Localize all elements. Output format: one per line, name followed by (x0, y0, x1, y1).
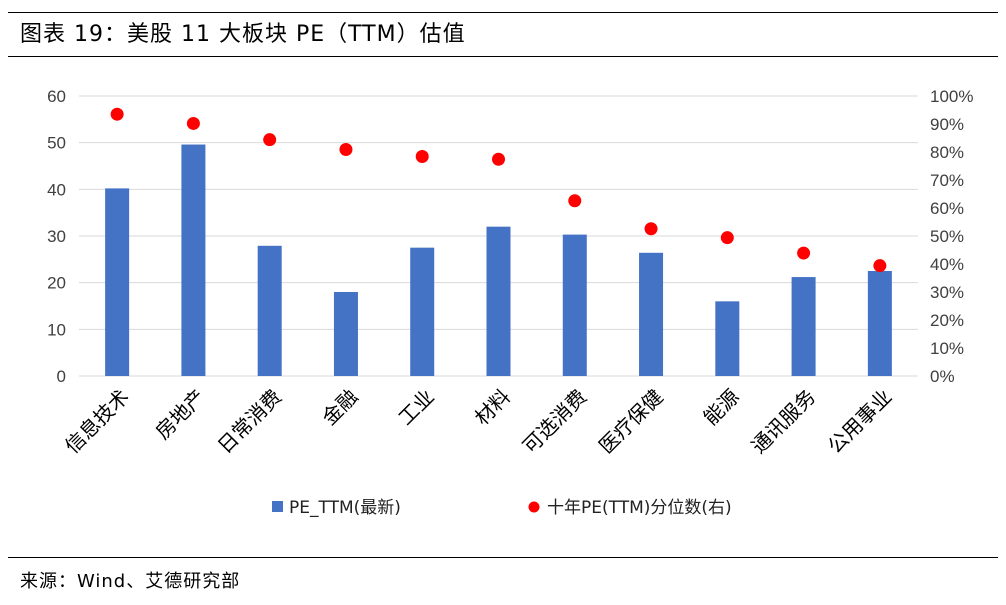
left-tick-label: 60 (47, 87, 66, 106)
bar (791, 277, 816, 376)
category-label: 公用事业 (823, 385, 897, 459)
bar (639, 252, 664, 376)
left-tick-label: 50 (47, 134, 66, 153)
bar (105, 188, 130, 376)
percentile-dot (720, 231, 734, 245)
bar (181, 144, 206, 376)
right-tick-label: 70% (930, 171, 964, 190)
category-label: 医疗保健 (594, 385, 668, 459)
legend-bar-swatch (272, 501, 283, 512)
title-rule (8, 56, 998, 57)
source-rule (8, 557, 998, 558)
bar (410, 247, 435, 376)
bar (867, 271, 892, 376)
percentile-dot (568, 194, 582, 208)
right-tick-label: 0% (930, 367, 955, 386)
percentile-dot (873, 259, 887, 273)
bar (333, 292, 358, 376)
percentile-dot (263, 133, 277, 147)
percentile-dot (339, 142, 353, 156)
legend-bar-label: PE_TTM(最新) (289, 498, 401, 518)
bar (257, 245, 282, 376)
percentile-dot (110, 107, 124, 121)
category-label: 信息技术 (60, 385, 134, 459)
figure-title: 图表 19：美股 11 大板块 PE（TTM）估值 (20, 22, 466, 47)
bar-series (105, 144, 892, 376)
category-label: 工业 (394, 385, 439, 430)
percentile-series (110, 107, 887, 273)
category-label: 日常消费 (213, 385, 287, 459)
right-tick-label: 60% (930, 199, 964, 218)
right-tick-label: 10% (930, 339, 964, 358)
category-label: 材料 (470, 385, 515, 430)
percentile-dot (186, 116, 200, 130)
legend-dot-label: 十年PE(TTM)分位数(右) (547, 498, 732, 518)
legend: PE_TTM(最新) 十年PE(TTM)分位数(右) (272, 498, 732, 518)
left-tick-label: 30 (47, 227, 66, 246)
category-labels: 信息技术 房地产 日常消费 金融 工业 材料 可选消费 医疗保健 能源 通讯服务 公用事业 (60, 385, 896, 459)
percentile-dot (644, 222, 658, 236)
top-rule (8, 12, 998, 13)
right-tick-label: 90% (930, 115, 964, 134)
source-note: 来源：Wind、艾德研究部 (20, 571, 241, 592)
category-label: 房地产 (151, 385, 210, 444)
right-tick-label: 40% (930, 255, 964, 274)
percentile-dot (492, 152, 505, 166)
legend-dot-swatch (528, 501, 540, 513)
right-tick-label: 30% (930, 283, 964, 302)
left-tick-label: 20 (47, 274, 66, 293)
left-tick-label: 10 (47, 320, 66, 339)
left-tick-label: 0 (57, 367, 66, 386)
right-tick-label: 20% (930, 311, 964, 330)
bar (715, 301, 740, 376)
right-tick-label: 100% (930, 87, 973, 106)
left-axis-ticks: 0 10 20 30 40 50 60 (47, 87, 66, 386)
percentile-dot (797, 246, 811, 260)
right-tick-label: 80% (930, 143, 964, 162)
percentile-dot (415, 149, 429, 163)
category-label: 通讯服务 (747, 385, 821, 459)
category-label: 可选消费 (518, 385, 592, 459)
right-axis-ticks: 0% 10% 20% 30% 40% 50% 60% 70% 80% 90% 100% (930, 87, 973, 386)
bar (562, 234, 587, 376)
bar (486, 226, 511, 376)
chart-svg: 0 10 20 30 40 50 60 0% 10% 20% 30% 40% 50% 60% 70% 80%… (47, 87, 973, 518)
right-tick-label: 50% (930, 227, 964, 246)
left-tick-label: 40 (47, 180, 66, 199)
category-label: 能源 (699, 385, 744, 430)
category-label: 金融 (317, 385, 362, 430)
